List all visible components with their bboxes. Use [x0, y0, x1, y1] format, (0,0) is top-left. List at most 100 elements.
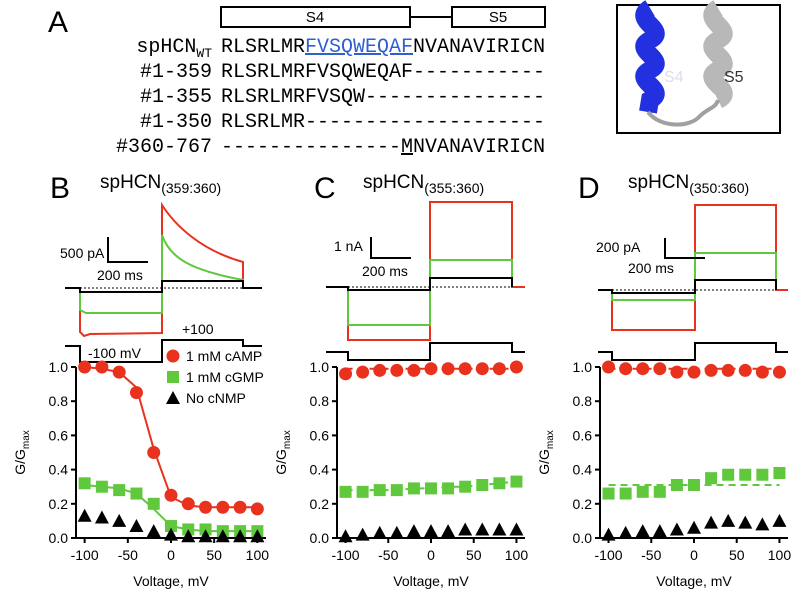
marker [687, 520, 701, 534]
marker [112, 365, 126, 379]
structure-inset: S4 S5 [616, 0, 781, 134]
name: spHCN [136, 36, 196, 59]
marker [216, 500, 230, 514]
marker [165, 520, 177, 533]
marker [619, 487, 632, 500]
marker [601, 527, 616, 541]
panel-title: spHCN(355:360) [363, 172, 484, 196]
fit-line [84, 366, 258, 509]
y-tick-label: 0.6 [49, 427, 69, 443]
y-tick-label: 0.4 [310, 462, 330, 478]
segment-bar [220, 6, 546, 28]
marker [389, 525, 404, 539]
marker [755, 517, 770, 531]
scale-label: 200 pA [596, 239, 641, 255]
scale-label: 1 nA [334, 238, 363, 254]
marker [198, 529, 213, 543]
marker [390, 484, 403, 497]
chart: 0.0 0.2 0.4 0.6 0.8 1.0 -100 -50 0 50 100 Voltage, … [536, 359, 791, 589]
marker [773, 467, 786, 480]
legend-label: 1 mM cAMP [186, 348, 262, 364]
panel-title: spHCN(359:360) [100, 172, 221, 196]
y-label-sub: max [545, 430, 556, 449]
protocol [326, 342, 525, 361]
marker [339, 485, 352, 498]
sequence: RLSRLMRFVSQW--------------- [221, 86, 545, 109]
seq-part: RLSRLMR [221, 36, 305, 59]
row-name: #360-767 [116, 136, 212, 159]
y-tick-label: 0.2 [573, 496, 593, 512]
marker [215, 529, 230, 543]
marker [164, 488, 178, 502]
trace [326, 201, 525, 341]
sequence: ---------------MNVANAVIRICN [221, 136, 545, 159]
marker [722, 468, 735, 481]
traces [65, 201, 262, 363]
marker [372, 525, 387, 539]
panel-letter: A [48, 6, 68, 39]
marker [181, 529, 196, 543]
y-tick-label: 0.0 [310, 530, 330, 546]
title: spHCN [100, 172, 161, 193]
s5-helix [703, 0, 733, 109]
x-tick-label: 100 [768, 547, 792, 563]
legend-label: 1 mM cGMP [186, 369, 264, 385]
legend-label: No cNMP [186, 390, 246, 406]
x-tick-label: -100 [595, 547, 623, 563]
helix-label: S5 [724, 69, 744, 86]
marker [755, 365, 769, 379]
marker [181, 497, 195, 511]
marker [339, 367, 353, 381]
marker [164, 527, 178, 541]
marker [95, 360, 109, 374]
marker [670, 478, 683, 491]
y-tick-label: 0.0 [49, 530, 69, 546]
marker [492, 362, 506, 376]
legend-marker [166, 349, 180, 363]
marker [78, 477, 91, 490]
panel-letter: B [50, 172, 70, 205]
marker [510, 475, 523, 488]
name-sub: WT [196, 46, 212, 61]
seq-part: NVANAVIRICN [413, 136, 545, 159]
marker [250, 502, 264, 516]
sequence: RLSRLMRFVSQWEQAF----------- [221, 61, 545, 84]
marker [356, 365, 370, 379]
marker [406, 524, 421, 538]
y-tick-label: 0.8 [49, 393, 69, 409]
x-tick-label: 0 [167, 547, 175, 563]
panel-letter: D [578, 172, 600, 205]
panel-letter: C [314, 172, 336, 205]
scale-label: 500 pA [60, 245, 105, 261]
marker [441, 362, 455, 376]
chart: 0.0 0.2 0.4 0.6 0.8 1.0 -100 -50 0 50 100 Voltage, … [273, 359, 528, 589]
marker [652, 524, 667, 538]
seq-part: --------------- [221, 136, 401, 159]
y-tick-label: 0.6 [573, 427, 593, 443]
scale-label: 200 ms [628, 260, 674, 276]
marker [95, 480, 108, 493]
marker [458, 362, 472, 376]
marker [704, 515, 719, 529]
marker [233, 529, 248, 543]
y-tick-label: 0.2 [49, 496, 69, 512]
title: spHCN [628, 172, 689, 193]
marker [619, 362, 633, 376]
marker [338, 529, 353, 543]
x-tick-label: 50 [206, 547, 222, 563]
scale-bar [107, 237, 148, 263]
row-name: spHCNWT [136, 36, 212, 61]
x-tick-label: 0 [690, 547, 698, 563]
marker [129, 519, 144, 533]
x-tick-label: -50 [118, 547, 138, 563]
sequence: RLSRLMRFVSQWEQAFNVANAVIRICN [221, 36, 545, 59]
marker [493, 477, 506, 490]
helix-label: S4 [664, 69, 684, 86]
y-label-main: G/G [12, 449, 28, 475]
y-tick-label: 0.4 [49, 462, 69, 478]
marker [687, 365, 701, 379]
marker [233, 500, 247, 514]
marker [113, 484, 126, 497]
y-label-main: G/G [273, 449, 289, 475]
y-tick-label: 0.0 [573, 530, 593, 546]
